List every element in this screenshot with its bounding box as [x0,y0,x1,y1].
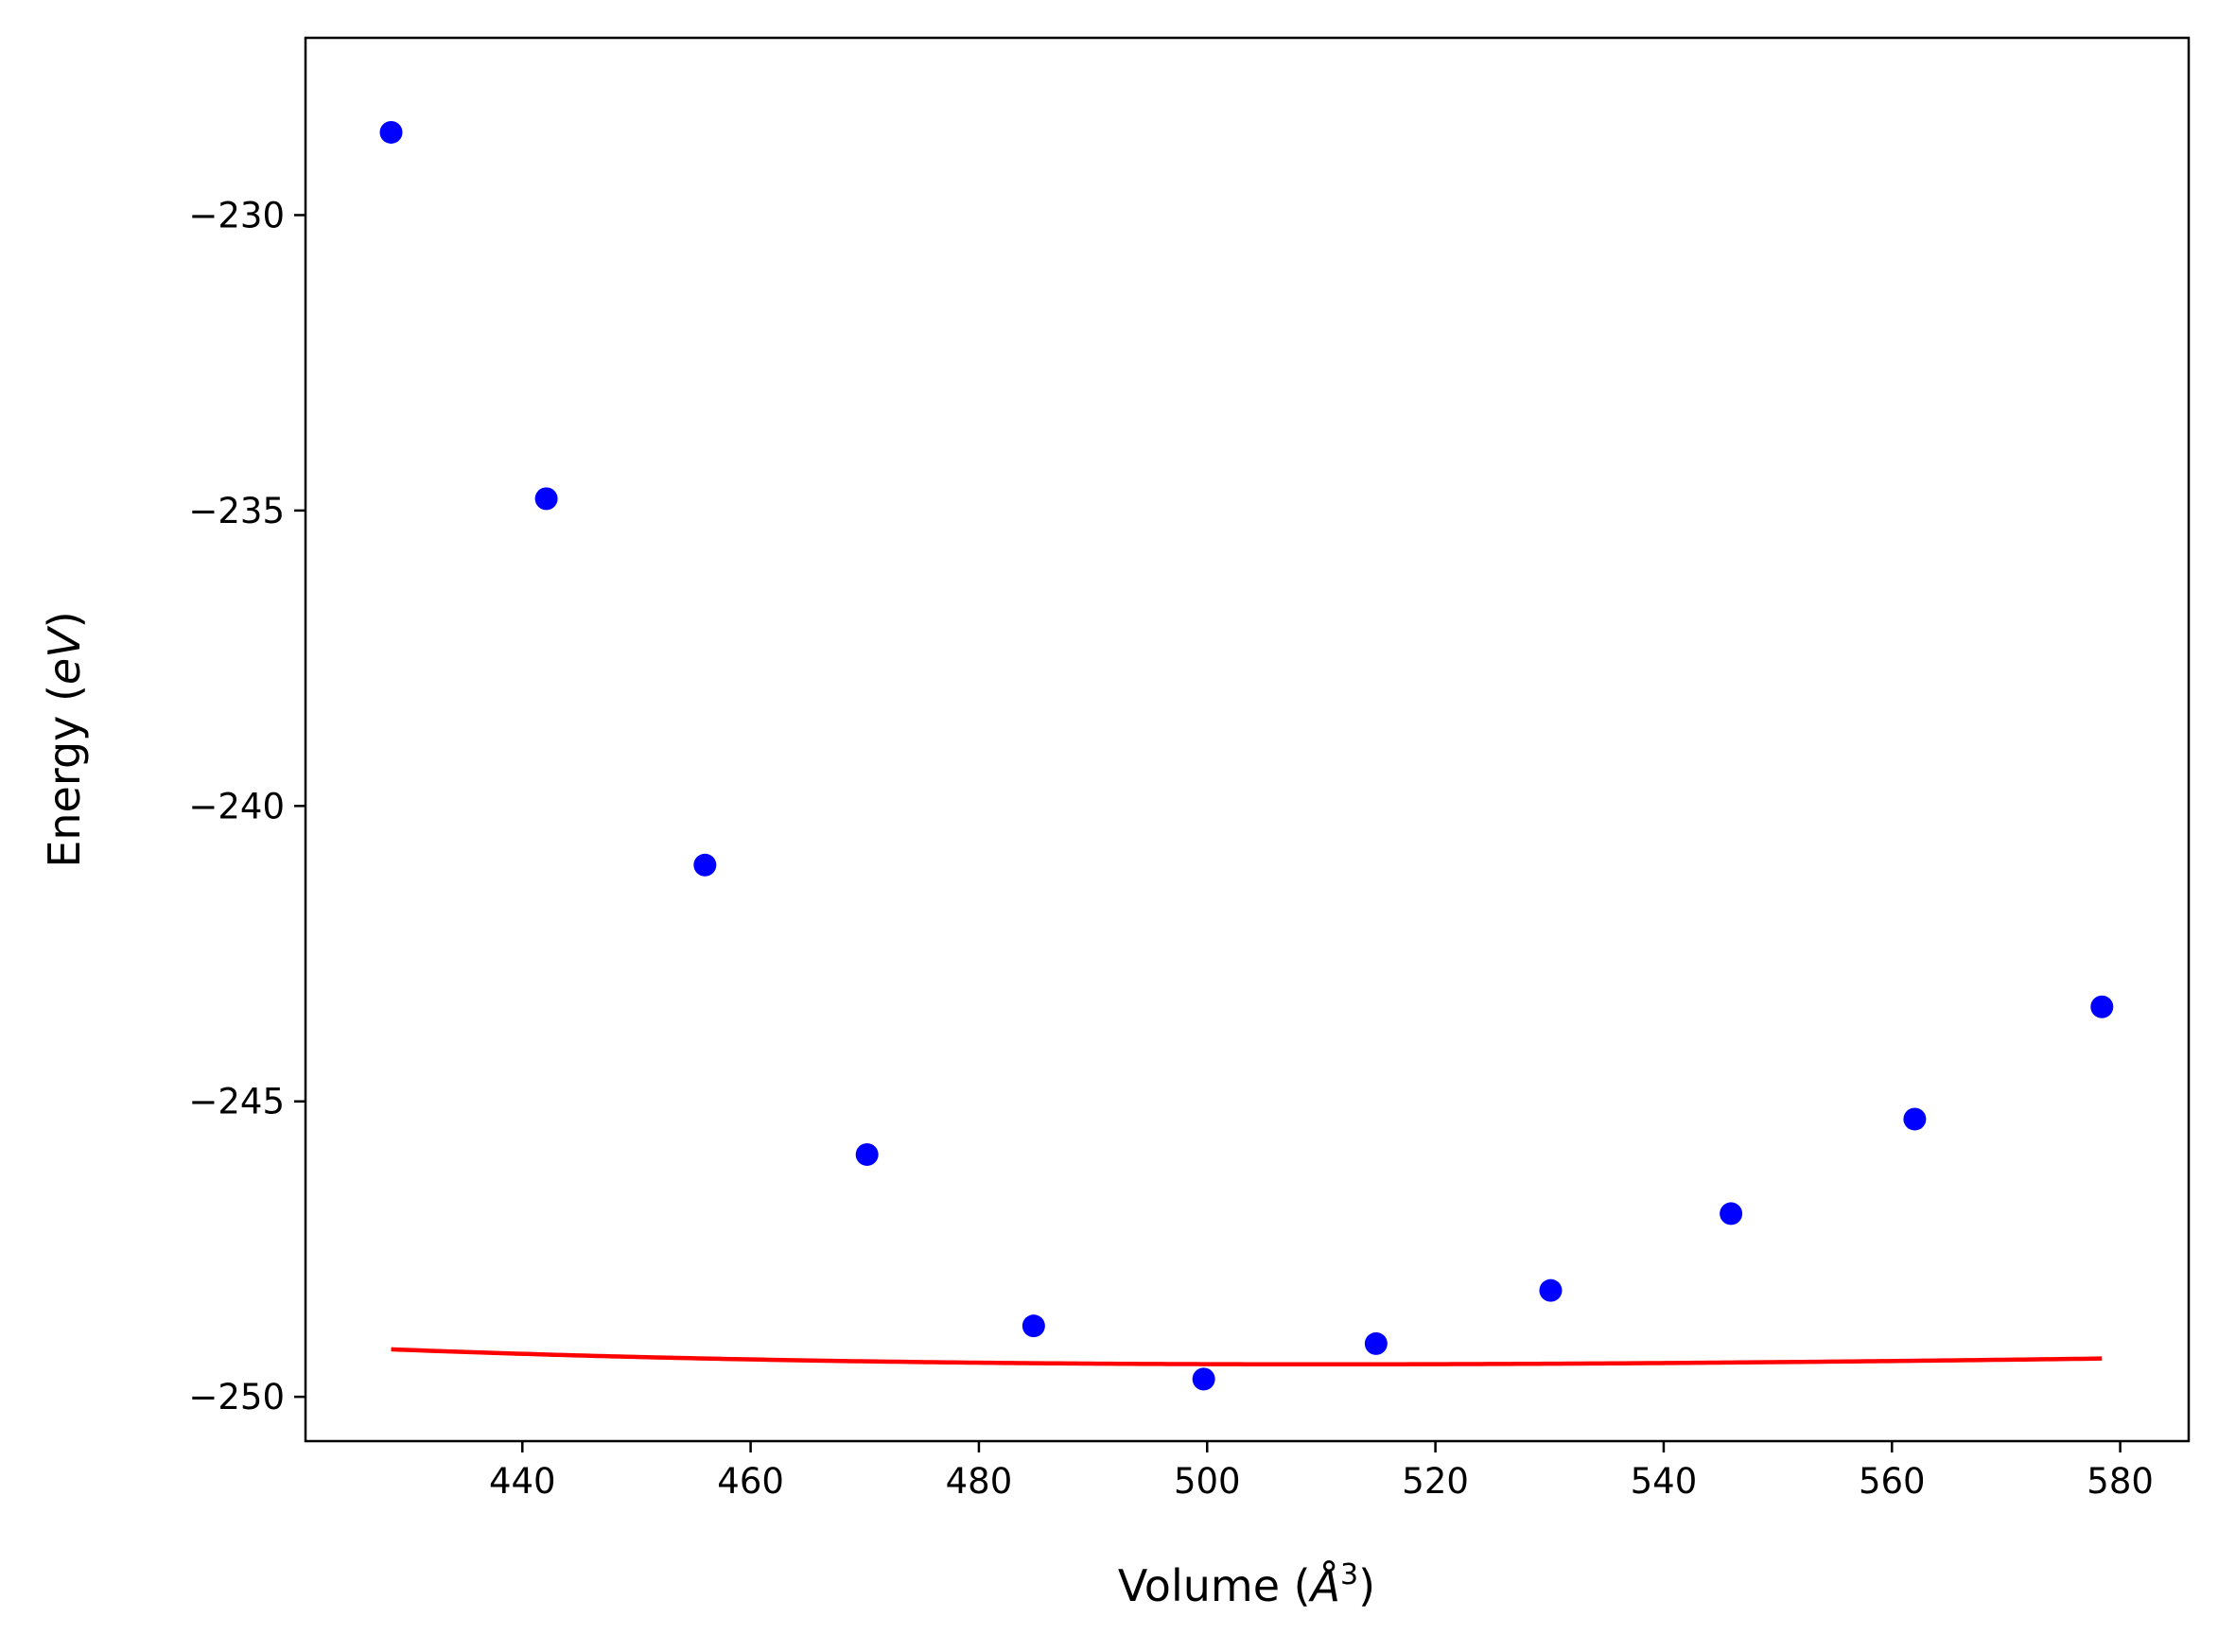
x-tick-label: 500 [1174,1461,1241,1502]
x-tick-label: 460 [717,1461,784,1502]
x-axis-label: Volume (Å3) [1118,1558,1375,1611]
data-point [1539,1278,1563,1302]
axes-background [306,38,2189,1441]
y-tick-label: −245 [188,1082,285,1122]
x-tick-label: 540 [1631,1461,1698,1502]
y-tick-label: −250 [188,1377,285,1417]
data-point [1192,1367,1215,1391]
x-tick-label: 560 [1859,1461,1926,1502]
y-tick-label: −235 [188,491,285,531]
data-point [379,120,403,144]
y-tick-label: −230 [188,195,285,235]
axes-frame [304,36,2191,1443]
data-point [1903,1107,1927,1131]
fit-curve [391,1347,2103,1367]
y-tick-label: −240 [188,786,285,826]
x-axis-ticks: 440 460 480 500 520 540 560 580 [489,1441,2154,1502]
data-point [1720,1202,1743,1226]
x-tick-label: 520 [1402,1461,1469,1502]
plot-area [304,36,2191,1443]
data-point [2090,995,2114,1018]
data-point [534,487,558,511]
x-tick-label: 580 [2087,1461,2154,1502]
x-tick-label: 480 [946,1461,1013,1502]
y-axis-ticks: −230 −235 −240 −245 −250 [188,195,306,1417]
y-axis-label: Energy (eV) [39,611,90,867]
fit-layer [391,1347,2103,1367]
x-tick-label: 440 [489,1461,556,1502]
points-layer [379,120,2114,1391]
data-point [1022,1314,1045,1338]
data-point [693,853,717,877]
data-point [1364,1331,1388,1355]
data-point [855,1142,879,1166]
